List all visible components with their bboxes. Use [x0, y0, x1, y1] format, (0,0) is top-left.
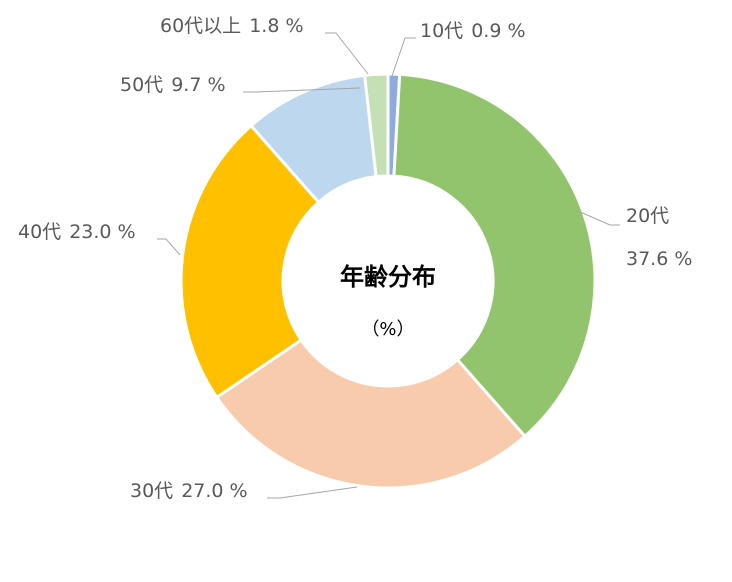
chart-subtitle: （%） — [361, 319, 414, 340]
value-label: 27.0 % — [181, 480, 247, 502]
leader-line — [157, 238, 181, 256]
value-label: 37.6 % — [626, 248, 692, 270]
data-label: 50代 9.7 % — [120, 74, 226, 96]
value-label: 23.0 % — [69, 221, 135, 243]
donut-slice — [179, 123, 321, 400]
chart-title: 年齢分布 — [340, 263, 436, 291]
leader-line — [325, 32, 369, 75]
value-label: 9.7 % — [171, 74, 225, 96]
leader-line — [243, 87, 361, 93]
value-label: 1.8 % — [249, 15, 303, 37]
category-label: 60代以上 — [160, 15, 241, 37]
category-label: 50代 — [120, 74, 163, 96]
data-label: 10代 0.9 % — [420, 20, 526, 42]
category-label: 20代 — [626, 205, 669, 227]
category-label: 10代 — [420, 20, 463, 42]
leader-line — [391, 37, 416, 77]
leader-line — [577, 210, 620, 226]
donut-slice — [214, 337, 528, 490]
donut-slice — [392, 72, 597, 439]
data-label: 60代以上 1.8 % — [160, 15, 304, 37]
category-label: 40代 — [18, 221, 61, 243]
leader-line — [267, 486, 358, 499]
data-label: 20代 37.6 % — [626, 205, 692, 270]
category-label: 30代 — [130, 480, 173, 502]
data-label: 30代 27.0 % — [130, 480, 248, 502]
data-label: 40代 23.0 % — [18, 221, 136, 243]
donut-slice — [362, 72, 390, 179]
value-label: 0.9 % — [471, 20, 525, 42]
